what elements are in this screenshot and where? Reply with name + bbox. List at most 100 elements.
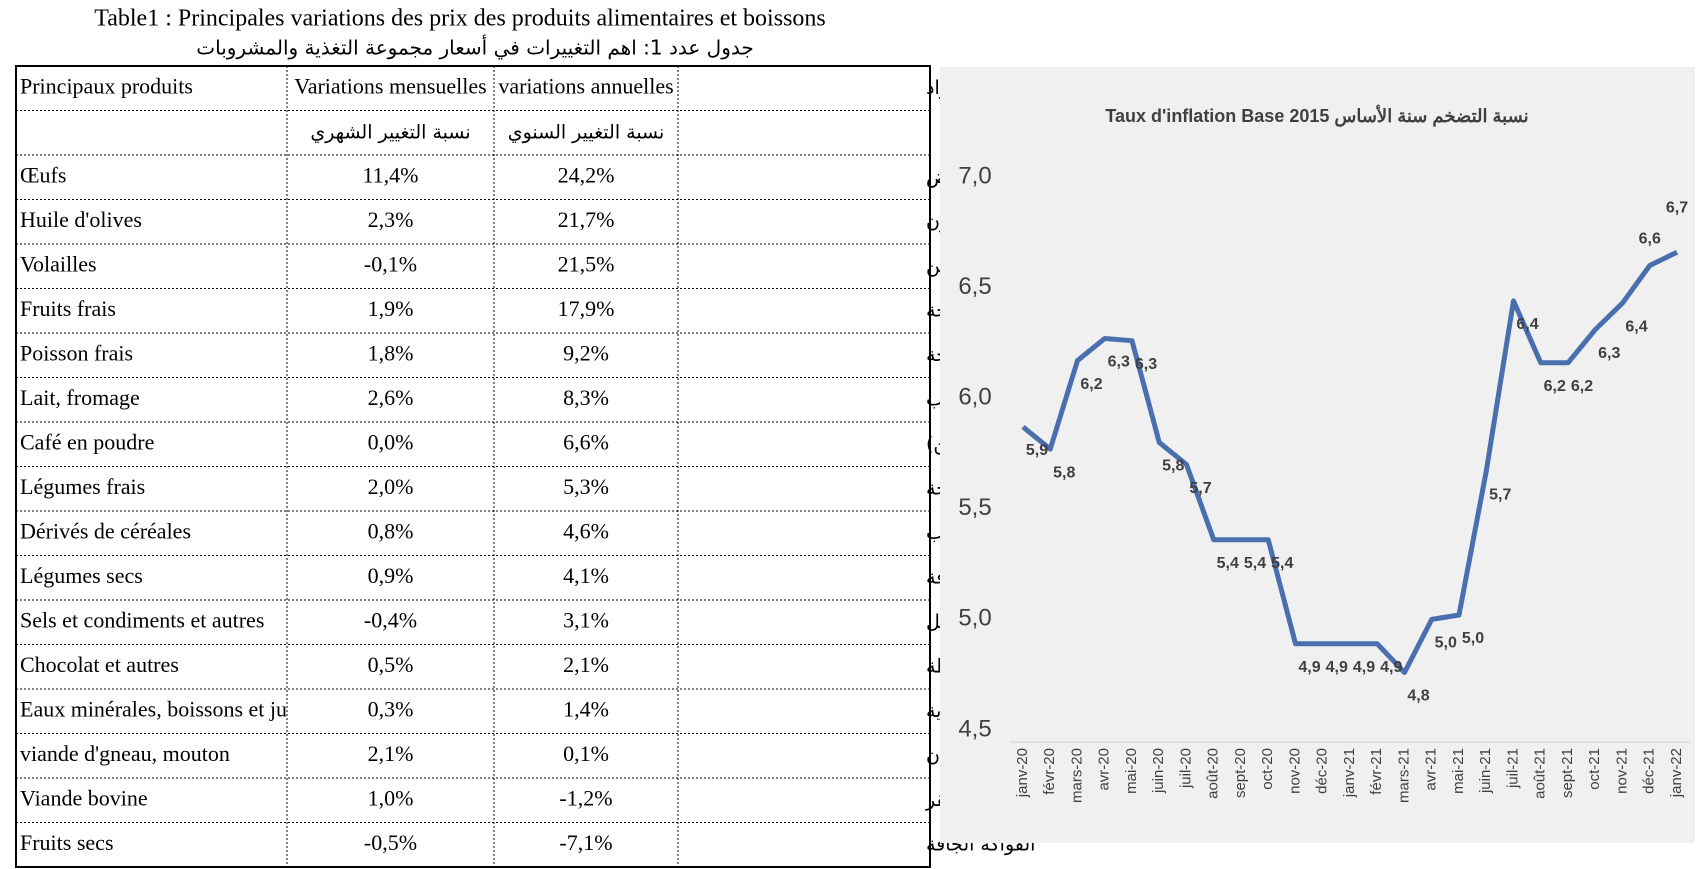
x-tick-label: nov-21 xyxy=(1613,748,1630,794)
table-cell: 17,9% xyxy=(558,296,615,321)
data-label: 6,2 xyxy=(1080,376,1102,393)
table-cell: Café en poudre xyxy=(20,429,154,454)
subtitle: جدول عدد 1: اهم التغييرات في أسعار مجموع… xyxy=(196,35,753,61)
data-label: 6,3 xyxy=(1108,354,1130,371)
table-cell: Lait, fromage xyxy=(20,385,140,410)
x-tick-label: août-20 xyxy=(1205,748,1222,799)
table-cell: Légumes frais xyxy=(20,474,145,499)
data-label: 4,9 xyxy=(1380,659,1402,676)
y-tick-label: 6,5 xyxy=(958,273,991,300)
data-label: 5,7 xyxy=(1189,480,1211,497)
table-cell: Dérivés de céréales xyxy=(20,518,191,543)
table-cell: Œufs xyxy=(20,162,66,187)
table-cell: 2,3% xyxy=(368,207,414,232)
data-label: 6,2 xyxy=(1544,378,1566,395)
table-cell: 0,8% xyxy=(368,518,414,543)
table-cell: 0,9% xyxy=(368,563,414,588)
table-cell: Principaux produits xyxy=(20,73,193,98)
table-cell: 5,3% xyxy=(563,474,609,499)
x-tick-label: févr-21 xyxy=(1368,748,1385,795)
table-cell: 21,7% xyxy=(558,207,615,232)
x-tick-label: juin-21 xyxy=(1477,748,1494,794)
data-label: 5,4 xyxy=(1217,555,1239,572)
table-cell: 6,6% xyxy=(563,429,609,454)
table-cell: 4,1% xyxy=(563,563,609,588)
y-tick-label: 6,0 xyxy=(958,384,991,411)
x-tick-label: juin-20 xyxy=(1150,748,1167,794)
table-cell: 24,2% xyxy=(558,162,615,187)
data-label: 5,9 xyxy=(1026,442,1048,459)
table-cell: 2,0% xyxy=(368,474,414,499)
data-label: 6,4 xyxy=(1625,318,1647,335)
x-tick-label: juil-20 xyxy=(1177,748,1194,789)
table-cell: 0,0% xyxy=(368,429,414,454)
table-cell: Volailles xyxy=(20,251,97,276)
table-cell: 1,8% xyxy=(368,340,414,365)
x-tick-label: sept-21 xyxy=(1559,748,1576,798)
table-cell: Poisson frais xyxy=(20,340,133,365)
x-tick-label: janv-22 xyxy=(1668,748,1685,798)
table-cell: 8,3% xyxy=(563,385,609,410)
data-label: 6,6 xyxy=(1639,231,1661,248)
table-cell: 9,2% xyxy=(563,340,609,365)
data-label: 5,4 xyxy=(1271,555,1293,572)
table-cell: 3,1% xyxy=(563,607,609,632)
chart-panel xyxy=(940,67,1695,843)
x-tick-label: mars-20 xyxy=(1068,748,1085,803)
table-cell: 0,3% xyxy=(368,696,414,721)
table-cell: viande d'gneau, mouton xyxy=(20,741,230,766)
table-cell: 0,5% xyxy=(368,652,414,677)
x-tick-label: déc-20 xyxy=(1314,748,1331,794)
y-tick-label: 5,5 xyxy=(958,494,991,521)
table-cell: Variations mensuelles xyxy=(294,73,486,98)
table-cell: Légumes secs xyxy=(20,563,143,588)
table-cell: Huile d'olives xyxy=(20,207,142,232)
data-label: 5,7 xyxy=(1489,486,1511,503)
table-cell: Fruits secs xyxy=(20,830,114,855)
x-tick-label: oct-21 xyxy=(1586,748,1603,790)
table-cell: 21,5% xyxy=(558,251,615,276)
data-label: 6,3 xyxy=(1135,356,1157,373)
y-tick-label: 4,5 xyxy=(958,715,991,742)
x-tick-label: mai-21 xyxy=(1450,748,1467,794)
x-tick-label: oct-20 xyxy=(1259,748,1276,790)
table-cell: 2,6% xyxy=(368,385,414,410)
table-subheader: نسبة التغيير السنوي xyxy=(508,121,665,143)
table-cell: 2,1% xyxy=(563,652,609,677)
data-label: 6,2 xyxy=(1571,378,1593,395)
data-label: 5,0 xyxy=(1435,635,1457,652)
table-cell: 4,6% xyxy=(563,518,609,543)
data-label: 4,8 xyxy=(1407,688,1429,705)
x-tick-label: nov-20 xyxy=(1286,748,1303,794)
table-cell: 0,1% xyxy=(563,741,609,766)
data-label: 5,0 xyxy=(1462,630,1484,647)
x-tick-label: juil-21 xyxy=(1504,748,1521,789)
data-label: 5,8 xyxy=(1053,464,1075,481)
table-cell: -0,4% xyxy=(364,607,417,632)
table-cell: Viande bovine xyxy=(20,785,148,810)
table-cell: 2,1% xyxy=(368,741,414,766)
x-tick-label: déc-21 xyxy=(1641,748,1658,794)
x-tick-label: août-21 xyxy=(1532,748,1549,799)
data-label: 5,8 xyxy=(1162,458,1184,475)
table-cell: Sels et condiments et autres xyxy=(20,607,264,632)
table-cell: Chocolat et autres xyxy=(20,652,179,677)
data-label: 4,9 xyxy=(1326,659,1348,676)
line xyxy=(1021,249,1679,675)
data-label: 6,4 xyxy=(1516,316,1538,333)
table-cell: 1,9% xyxy=(368,296,414,321)
table-subheader: نسبة التغيير الشهري xyxy=(310,121,470,143)
data-label: 6,7 xyxy=(1666,199,1688,216)
x-tick-label: févr-20 xyxy=(1041,748,1058,795)
x-tick-label: mai-20 xyxy=(1123,748,1140,794)
x-tick-label: avr-21 xyxy=(1423,748,1440,791)
data-label: 4,9 xyxy=(1298,659,1320,676)
table-cell: -0,5% xyxy=(364,830,417,855)
y-tick-label: 7,0 xyxy=(958,162,991,189)
table-cell: Fruits frais xyxy=(20,296,116,321)
table-cell: 11,4% xyxy=(362,162,418,187)
table-cell: -1,2% xyxy=(559,785,612,810)
table-cell: 1,4% xyxy=(563,696,609,721)
data-label: 4,9 xyxy=(1353,659,1375,676)
